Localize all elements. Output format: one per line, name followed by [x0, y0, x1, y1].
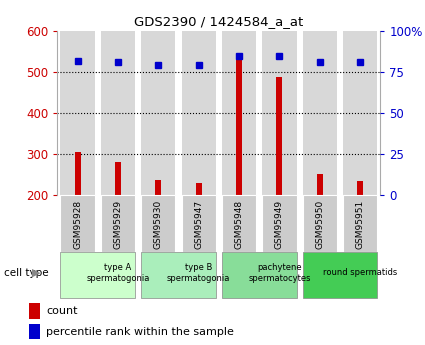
Bar [317, 175, 323, 195]
Text: GSM95928: GSM95928 [73, 199, 82, 249]
Text: cell type: cell type [4, 268, 49, 278]
Bar [222, 252, 297, 298]
Text: type A
spermatogonia: type A spermatogonia [86, 263, 150, 283]
Bar [236, 57, 242, 195]
Text: GSM95930: GSM95930 [154, 199, 163, 249]
Bar [29, 303, 40, 319]
Bar [29, 324, 40, 339]
Bar [262, 195, 297, 252]
Bar [141, 31, 176, 195]
Text: type B
spermatogonia: type B spermatogonia [167, 263, 230, 283]
Text: GSM95929: GSM95929 [113, 199, 122, 249]
Bar [115, 162, 121, 195]
Title: GDS2390 / 1424584_a_at: GDS2390 / 1424584_a_at [134, 16, 303, 29]
Text: count: count [46, 306, 77, 316]
Text: ▶: ▶ [32, 268, 40, 278]
Text: pachytene
spermatocytes: pachytene spermatocytes [248, 263, 311, 283]
Bar [303, 31, 337, 195]
Bar [155, 180, 162, 195]
Text: GSM95951: GSM95951 [356, 199, 365, 249]
Bar [276, 77, 283, 195]
Bar [222, 195, 256, 252]
Bar [303, 252, 377, 298]
Bar [181, 195, 216, 252]
Bar [262, 31, 297, 195]
Bar [101, 31, 135, 195]
Bar [196, 184, 202, 195]
Bar [141, 252, 216, 298]
Bar [343, 31, 377, 195]
Text: percentile rank within the sample: percentile rank within the sample [46, 327, 234, 337]
Bar [357, 181, 363, 195]
Text: GSM95950: GSM95950 [315, 199, 324, 249]
Bar [181, 31, 216, 195]
Text: GSM95949: GSM95949 [275, 199, 284, 249]
Bar [74, 152, 81, 195]
Bar [60, 252, 135, 298]
Bar [141, 195, 176, 252]
Bar [60, 31, 95, 195]
Bar [60, 195, 95, 252]
Text: round spermatids: round spermatids [323, 268, 397, 277]
Text: GSM95947: GSM95947 [194, 199, 203, 249]
Bar [303, 195, 337, 252]
Bar [222, 31, 256, 195]
Bar [101, 195, 135, 252]
Text: GSM95948: GSM95948 [235, 199, 244, 249]
Bar [343, 195, 377, 252]
